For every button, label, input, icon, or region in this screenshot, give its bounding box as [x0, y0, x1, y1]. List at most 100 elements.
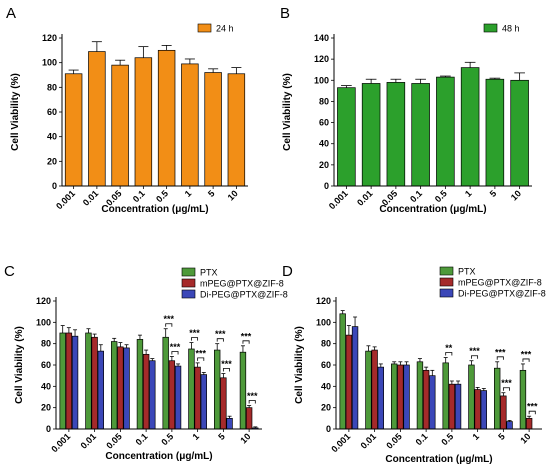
p1-ytick-0: 0: [52, 181, 57, 191]
p3-sig-bracket-1: [171, 351, 179, 355]
p3-bar-s2-c4: [174, 365, 182, 430]
p4-bar-s0-c2: [391, 363, 398, 430]
p4-sig-label-4: ***: [521, 349, 532, 359]
p2-x-axis-label: Concentration (μg/mL): [379, 204, 486, 215]
p3-legend-swatch-2: [181, 289, 196, 299]
p4-xtick-4: 0.5: [439, 431, 455, 447]
p3-ytick-0: 0: [46, 424, 51, 434]
p3-legend-swatch-1: [181, 278, 196, 288]
p1-xtick-3: 0.1: [131, 188, 147, 204]
p2-xtick-0: 0.001: [327, 188, 350, 211]
p3-legend-label-0: PTX: [200, 268, 218, 278]
p4-xtick-1: 0.01: [359, 431, 378, 450]
p4-sig-label-5: ***: [527, 402, 538, 412]
p2-bar-s0-c3: [411, 83, 430, 187]
p4-bar-s1-c6: [500, 395, 507, 430]
p4-bar-s1-c7: [525, 417, 533, 430]
p4-sig-bracket-2: [496, 356, 504, 360]
p4-xtick-5: 1: [470, 431, 481, 442]
panel-label-b: B: [280, 5, 290, 22]
p4-sig-label-0: **: [445, 343, 453, 353]
panel-label-a: A: [6, 5, 16, 22]
p1-y-axis-label: Cell Viability (%): [10, 73, 21, 151]
p4-bar-s2-c0: [351, 326, 359, 430]
p3-bar-s0-c4: [162, 336, 169, 430]
p4-legend-swatch-1: [439, 277, 454, 287]
p2-xtick-3: 0.1: [408, 188, 424, 204]
p2-ytick-60: 60: [319, 118, 329, 128]
p2-bar-s0-c2: [386, 82, 406, 187]
p1-x-axis-label: Concentration (μg/mL): [101, 204, 208, 215]
p3-bar-s0-c0: [59, 332, 66, 430]
p4-bar-s0-c6: [494, 367, 501, 430]
p1-bar-s0-c7: [227, 73, 246, 187]
p4-ytick-20: 20: [321, 403, 331, 413]
p3-ytick-60: 60: [41, 360, 51, 370]
p2-bar-s0-c0: [337, 87, 356, 187]
p3-sig-label-3: ***: [195, 348, 206, 358]
p4-legend-label-1: mPEG@PTX@ZIF-8: [458, 278, 542, 288]
p3-sig-bracket-4: [216, 338, 224, 342]
p4-sig-bracket-5: [528, 410, 536, 415]
p4-x-axis-label: Concentration (μg/mL): [385, 454, 492, 465]
p2-bar-s0-c7: [510, 79, 529, 187]
p3-bar-s1-c2: [117, 346, 124, 430]
p1-ytick-20: 20: [47, 156, 57, 166]
p1-xtick-5: 1: [183, 188, 194, 199]
p1-bar-s0-c5: [181, 63, 199, 187]
p4-ytick-100: 100: [316, 317, 331, 327]
p3-sig-bracket-0: [165, 323, 173, 327]
p3-ytick-40: 40: [41, 381, 51, 391]
p3-bar-s1-c7: [245, 407, 253, 430]
p4-sig-label-2: ***: [495, 347, 506, 357]
p1-ytick-80: 80: [47, 82, 57, 92]
p2-legend-label-0: 48 h: [502, 24, 520, 34]
p2-bar-s0-c4: [436, 76, 455, 187]
p3-ytick-100: 100: [36, 317, 51, 327]
p4-bar-s1-c2: [397, 364, 404, 430]
p4-legend-swatch-0: [439, 266, 454, 276]
p3-bar-s2-c0: [71, 335, 79, 430]
p1-xtick-4: 0.5: [154, 188, 170, 204]
p4-bar-s0-c7: [519, 369, 527, 430]
p3-sig-bracket-5: [222, 368, 230, 372]
p1-bar-s0-c6: [204, 72, 222, 187]
p2-ytick-0: 0: [324, 181, 329, 191]
p4-legend-label-0: PTX: [458, 267, 476, 277]
p4-bar-s1-c1: [371, 349, 378, 430]
p3-xtick-1: 0.01: [79, 431, 98, 450]
p4-xtick-2: 0.05: [384, 431, 403, 450]
p2-bar-s0-c6: [485, 78, 505, 187]
p2-ytick-100: 100: [314, 75, 329, 85]
p3-sig-bracket-6: [242, 340, 250, 344]
p3-y-axis-label: Cell Viability (%): [14, 326, 25, 404]
p3-bar-s1-c5: [194, 366, 201, 430]
p3-legend-swatch-0: [181, 267, 196, 277]
p3-legend-label-2: Di-PEG@PTX@ZIF-8: [200, 290, 288, 300]
p4-legend-label-2: Di-PEG@PTX@ZIF-8: [458, 289, 546, 299]
p3-sig-bracket-3: [197, 357, 205, 361]
p4-sig-bracket-4: [522, 358, 530, 362]
p3-bar-s1-c4: [168, 360, 176, 430]
p4-legend-swatch-2: [439, 288, 454, 298]
p3-sig-label-4: ***: [215, 329, 226, 339]
p1-bar-s0-c0: [64, 73, 83, 187]
p4-bar-s2-c4: [454, 383, 462, 430]
panel-c-chart: 0 20 40 60 80 100 120 0.001 0.01 0.05 0.1 0.5 1 5 10 Ce…: [14, 268, 288, 463]
p3-bar-s2-c2: [123, 347, 130, 430]
p3-bar-s2-c5: [200, 374, 207, 430]
p3-sig-bracket-2: [191, 337, 199, 341]
p4-xtick-6: 5: [496, 431, 507, 442]
p4-bar-s1-c4: [448, 383, 456, 430]
p2-xtick-6: 5: [488, 188, 499, 199]
p3-sig-label-7: ***: [247, 391, 258, 401]
p3-legend-label-1: mPEG@PTX@ZIF-8: [200, 279, 284, 289]
p4-bar-s1-c5: [474, 389, 481, 430]
p3-bar-s1-c6: [220, 377, 227, 430]
p1-bar-s0-c1: [88, 51, 106, 187]
p3-xtick-2: 0.05: [104, 431, 123, 450]
p1-xtick-0: 0.001: [54, 188, 77, 211]
